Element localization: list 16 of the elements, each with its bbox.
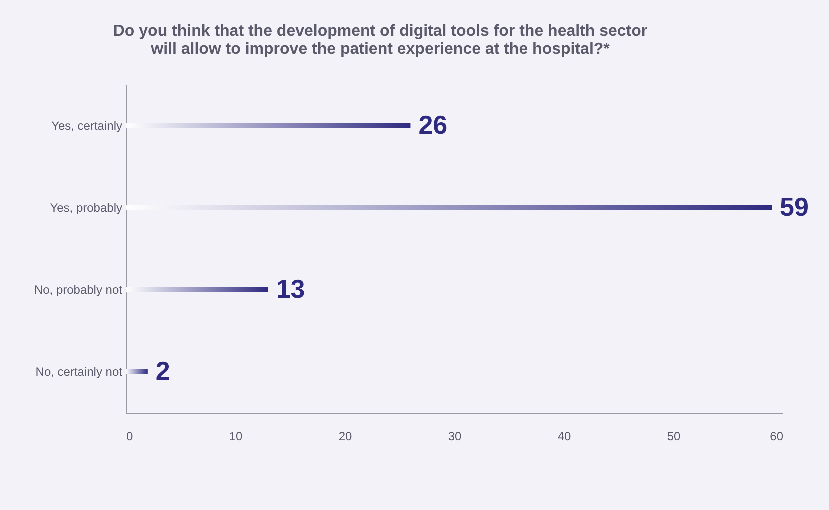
- x-tick-label: 10: [229, 430, 243, 444]
- data-label: 26: [418, 110, 448, 140]
- x-tick-label: 40: [558, 430, 572, 444]
- data-label: 13: [276, 274, 306, 304]
- x-tick-label: 20: [338, 430, 352, 444]
- data-label: 2: [156, 356, 170, 386]
- y-tick-label: No, probably not: [34, 283, 124, 297]
- y-tick-label: Yes, probably: [50, 201, 122, 215]
- x-tick-label: 30: [448, 430, 462, 444]
- x-tick-label: 0: [126, 430, 134, 444]
- data-label: 59: [780, 192, 809, 222]
- y-tick-label: Yes, certainly: [52, 119, 122, 133]
- y-tick-label: No, certainly not: [36, 365, 124, 379]
- x-tick-label: 50: [667, 430, 681, 444]
- chart-title: Do you think that the development of digital tools for the health sector will allow to improve the patient experience at the hospital?*: [113, 23, 648, 58]
- x-tick-label: 60: [770, 430, 784, 444]
